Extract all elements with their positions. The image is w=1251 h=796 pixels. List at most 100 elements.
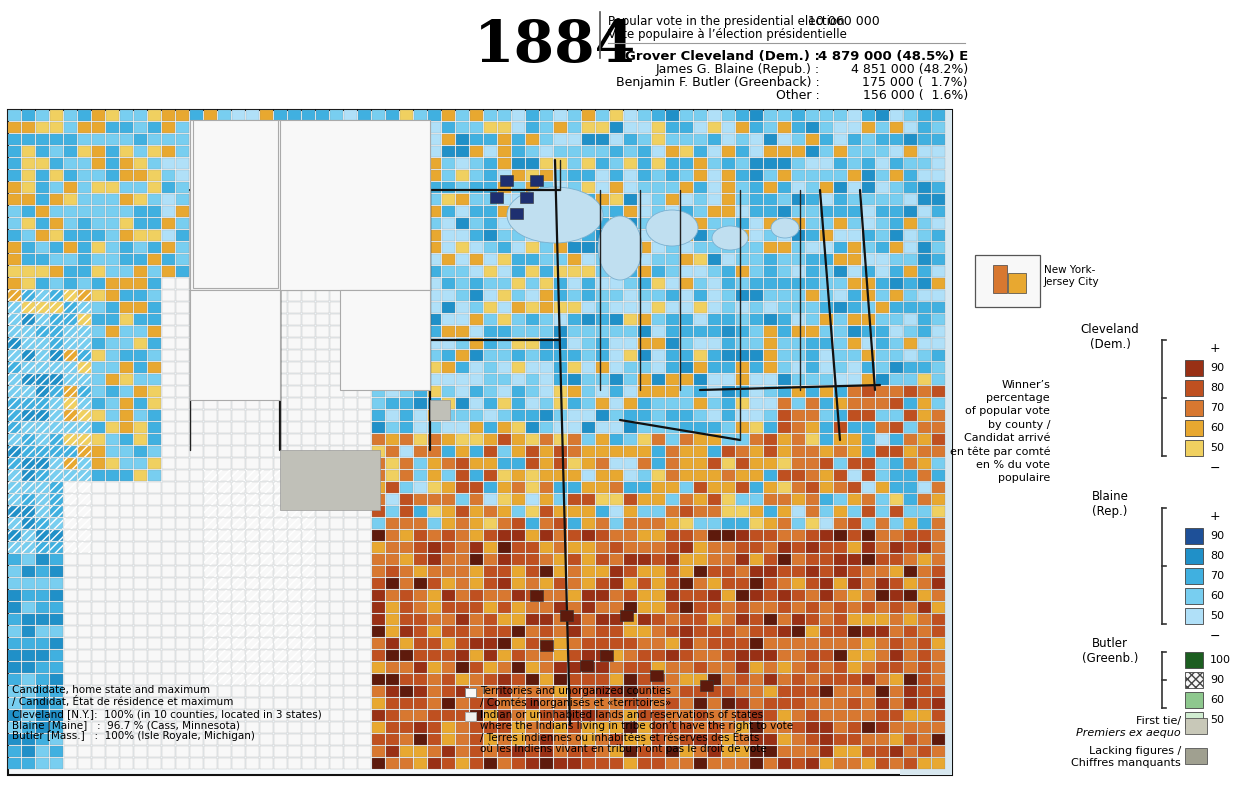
Bar: [889, 362, 903, 373]
Bar: [652, 710, 666, 721]
Bar: [694, 206, 707, 217]
Bar: [652, 698, 666, 709]
Bar: [387, 542, 399, 553]
Bar: [470, 758, 483, 769]
Bar: [387, 338, 399, 349]
Bar: [134, 566, 148, 577]
Bar: [498, 746, 510, 757]
Bar: [36, 758, 49, 769]
Bar: [862, 494, 874, 505]
Bar: [400, 350, 413, 361]
Bar: [848, 530, 861, 541]
Bar: [610, 122, 623, 133]
Bar: [301, 482, 315, 493]
Bar: [792, 134, 804, 145]
Bar: [246, 470, 259, 481]
Bar: [161, 506, 175, 517]
Bar: [344, 326, 357, 337]
Bar: [751, 578, 763, 589]
Bar: [848, 686, 861, 697]
Bar: [414, 674, 427, 685]
Bar: [204, 614, 216, 625]
Bar: [722, 446, 736, 457]
Bar: [595, 746, 609, 757]
Bar: [862, 194, 874, 205]
Bar: [64, 326, 78, 337]
Bar: [512, 542, 525, 553]
Bar: [904, 326, 917, 337]
Bar: [806, 398, 819, 409]
Bar: [722, 278, 736, 289]
Bar: [595, 146, 609, 157]
Bar: [778, 542, 791, 553]
Bar: [484, 722, 497, 733]
Bar: [93, 350, 105, 361]
Text: Premiers ex aequo: Premiers ex aequo: [1076, 728, 1181, 738]
Bar: [582, 386, 595, 397]
Bar: [288, 542, 301, 553]
Bar: [23, 230, 35, 241]
Bar: [554, 698, 567, 709]
Bar: [540, 638, 553, 649]
Bar: [525, 218, 539, 229]
Bar: [876, 590, 889, 601]
Bar: [624, 626, 637, 637]
Bar: [778, 458, 791, 469]
Bar: [498, 362, 510, 373]
Bar: [204, 566, 216, 577]
Bar: [218, 686, 231, 697]
Bar: [484, 662, 497, 673]
Bar: [525, 326, 539, 337]
Bar: [23, 290, 35, 301]
Bar: [387, 674, 399, 685]
Bar: [106, 482, 119, 493]
Bar: [442, 194, 455, 205]
Bar: [708, 542, 721, 553]
Bar: [64, 410, 78, 421]
Bar: [484, 338, 497, 349]
Bar: [78, 674, 91, 685]
Bar: [387, 362, 399, 373]
Bar: [414, 206, 427, 217]
Bar: [457, 494, 469, 505]
Bar: [595, 254, 609, 265]
Bar: [862, 254, 874, 265]
Bar: [344, 626, 357, 637]
Bar: [819, 554, 833, 565]
Bar: [932, 518, 945, 529]
Bar: [681, 350, 693, 361]
Bar: [819, 698, 833, 709]
Bar: [442, 554, 455, 565]
Bar: [190, 674, 203, 685]
Bar: [624, 614, 637, 625]
Bar: [106, 230, 119, 241]
Bar: [595, 194, 609, 205]
Bar: [819, 146, 833, 157]
Bar: [876, 170, 889, 181]
Bar: [120, 374, 133, 385]
Bar: [470, 590, 483, 601]
Bar: [106, 722, 119, 733]
Bar: [708, 458, 721, 469]
Bar: [134, 686, 148, 697]
Bar: [694, 278, 707, 289]
Bar: [387, 710, 399, 721]
Bar: [652, 254, 666, 265]
Bar: [218, 482, 231, 493]
Bar: [50, 218, 63, 229]
Bar: [414, 278, 427, 289]
Bar: [736, 242, 749, 253]
Bar: [624, 590, 637, 601]
Bar: [414, 626, 427, 637]
Bar: [525, 698, 539, 709]
Bar: [568, 350, 580, 361]
Bar: [176, 182, 189, 193]
Bar: [317, 398, 329, 409]
Bar: [525, 530, 539, 541]
Bar: [470, 554, 483, 565]
Bar: [358, 230, 372, 241]
Bar: [36, 542, 49, 553]
Bar: [862, 182, 874, 193]
Bar: [274, 266, 286, 277]
Text: Other :: Other :: [777, 89, 819, 102]
